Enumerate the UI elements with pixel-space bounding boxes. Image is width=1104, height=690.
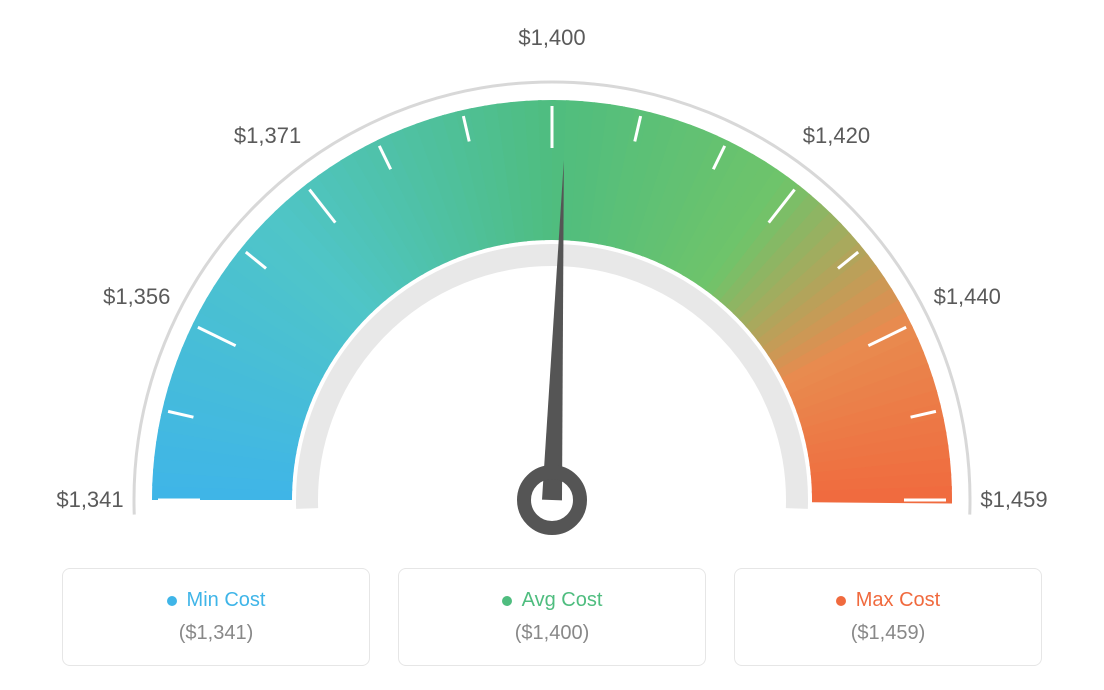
legend-row: Min Cost ($1,341) Avg Cost ($1,400) Max Cost… <box>62 568 1042 666</box>
gauge-chart: $1,341 $1,356 $1,371 $1,400 $1,420 $1,440 $1,4… <box>0 0 1104 560</box>
legend-value: ($1,341) <box>179 622 254 645</box>
legend-title: Min Cost <box>167 589 266 612</box>
gauge-tick-label: $1,400 <box>518 25 585 51</box>
legend-value: ($1,459) <box>851 622 926 645</box>
legend-value: ($1,400) <box>515 622 590 645</box>
legend-card: Max Cost ($1,459) <box>734 568 1042 666</box>
legend-title-text: Avg Cost <box>522 589 603 612</box>
legend-title: Max Cost <box>836 589 940 612</box>
legend-title: Avg Cost <box>502 589 603 612</box>
legend-dot-icon <box>502 596 512 606</box>
legend-card: Min Cost ($1,341) <box>62 568 370 666</box>
gauge-tick-label: $1,371 <box>234 123 301 149</box>
gauge-tick-label: $1,356 <box>103 284 170 310</box>
legend-card: Avg Cost ($1,400) <box>398 568 706 666</box>
gauge-tick-label: $1,341 <box>56 487 123 513</box>
gauge-svg <box>22 30 1082 570</box>
gauge-tick-label: $1,420 <box>803 123 870 149</box>
gauge-tick-label: $1,440 <box>934 284 1001 310</box>
gauge-tick-label: $1,459 <box>980 487 1047 513</box>
legend-title-text: Min Cost <box>187 589 266 612</box>
legend-dot-icon <box>836 596 846 606</box>
legend-dot-icon <box>167 596 177 606</box>
legend-title-text: Max Cost <box>856 589 940 612</box>
